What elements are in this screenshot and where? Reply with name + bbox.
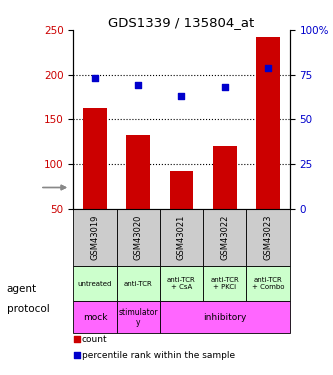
Bar [203,266,246,301]
Bar [160,266,203,301]
Text: anti-TCR: anti-TCR [124,281,153,287]
Text: mock: mock [83,313,107,322]
Bar [73,266,117,301]
Text: percentile rank within the sample: percentile rank within the sample [82,351,235,360]
Bar [117,209,160,266]
Bar [169,171,193,209]
Bar [213,146,237,209]
Bar [246,209,290,266]
Text: anti-TCR
+ PKCi: anti-TCR + PKCi [210,277,239,290]
Bar [126,135,150,209]
Text: anti-TCR
+ Combo: anti-TCR + Combo [252,277,284,290]
Point [74,352,79,358]
Text: inhibitory: inhibitory [203,313,246,322]
Title: GDS1339 / 135804_at: GDS1339 / 135804_at [108,16,255,29]
Text: stimulator
y: stimulator y [119,308,158,327]
Point [92,75,98,81]
Point [179,93,184,99]
Text: agent: agent [7,285,37,294]
Text: GSM43020: GSM43020 [134,215,143,260]
Text: untreated: untreated [78,281,112,287]
Bar [203,209,246,266]
Text: GSM43021: GSM43021 [177,215,186,260]
Text: protocol: protocol [7,304,49,314]
Bar [160,209,203,266]
Bar [256,37,280,209]
Bar [160,301,290,333]
Bar [83,108,107,209]
Bar [246,266,290,301]
Bar [73,209,117,266]
Point [136,82,141,88]
Bar [73,301,117,333]
Text: count: count [82,334,108,344]
Point [265,64,271,70]
Point [74,336,79,342]
Bar [117,301,160,333]
Bar [117,266,160,301]
Point [222,84,227,90]
Text: GSM43022: GSM43022 [220,215,229,260]
Text: anti-TCR
+ CsA: anti-TCR + CsA [167,277,196,290]
Text: GSM43019: GSM43019 [90,215,100,260]
Text: GSM43023: GSM43023 [263,215,273,260]
